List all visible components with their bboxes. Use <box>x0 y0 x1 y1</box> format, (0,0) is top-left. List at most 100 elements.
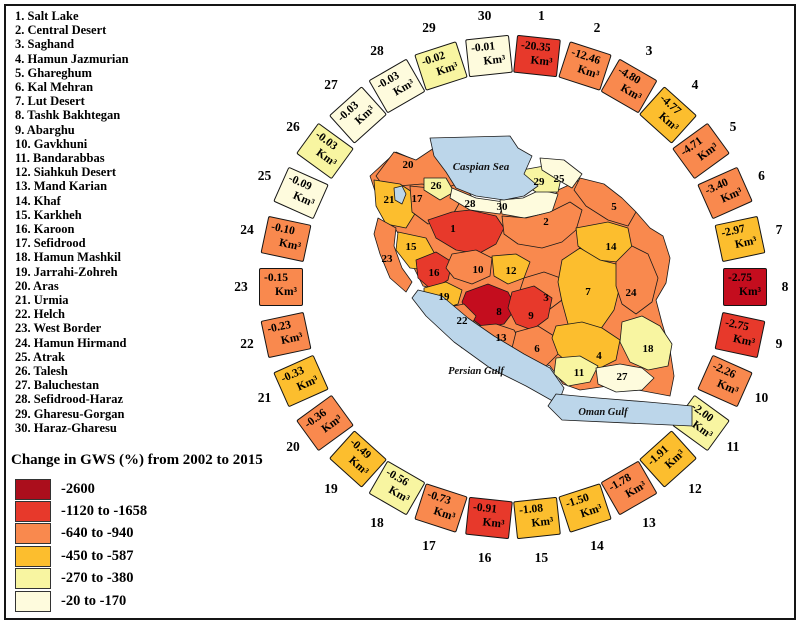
basin-list-item-8: 8. Tashk Bakhtegan <box>15 108 121 123</box>
legend-row-cream: -20 to -170 <box>11 590 263 612</box>
map-region-number-27: 27 <box>617 371 629 383</box>
ring-unit: Km³ <box>530 54 554 69</box>
map-region-number-11: 11 <box>574 367 584 379</box>
oman-gulf <box>547 393 693 427</box>
legend-swatch-red <box>15 501 51 523</box>
ring-unit: Km³ <box>739 285 761 298</box>
legend-rows: -2600 -1120 to -1658 -640 to -940 -450 to -… <box>11 478 263 612</box>
ring-number-label-27: 27 <box>324 76 338 92</box>
legend-swatch-amber <box>15 545 51 567</box>
map-region-5 <box>573 177 637 227</box>
basin-list-item-1: 1. Salt Lake <box>15 9 79 23</box>
ring-value-box-14: -1.50 Km³ <box>557 482 612 533</box>
basin-list-item-11: 11. Bandarabbas <box>15 151 105 166</box>
map-region-number-16: 16 <box>429 267 441 279</box>
ring-number-label-19: 19 <box>324 481 338 497</box>
map-region-number-26: 26 <box>431 180 443 192</box>
map-region-number-2: 2 <box>543 216 549 228</box>
legend-title: Change in GWS (%) from 2002 to 2015 <box>11 452 263 468</box>
basin-list-item-7: 7. Lut Desert <box>15 94 85 109</box>
map-region-18 <box>619 315 673 371</box>
legend-label: -270 to -380 <box>61 570 134 587</box>
map-region-number-18: 18 <box>643 343 655 355</box>
ring-number-label-8: 8 <box>781 279 789 294</box>
map-region-number-21: 21 <box>384 194 395 206</box>
map-region-number-7: 7 <box>585 286 591 298</box>
map-region-16 <box>415 251 453 291</box>
map-region-10 <box>445 249 493 285</box>
caspian-sea-label: Caspian Sea <box>453 161 510 173</box>
map-region-26 <box>423 177 455 201</box>
ring-value-box-15: -1.08 Km³ <box>513 496 562 539</box>
ring-number-label-26: 26 <box>286 119 300 135</box>
map-region-number-6: 6 <box>534 343 540 355</box>
basin-list-item-21: 21. Urmia <box>15 293 69 308</box>
ring-number-label-7: 7 <box>775 222 783 238</box>
basin-list-item-30: 30. Haraz-Gharesu <box>15 420 117 435</box>
map-region-21 <box>373 179 417 229</box>
map-region-number-22: 22 <box>457 315 469 327</box>
basin-list-item-2: 2. Central Desert <box>15 23 107 38</box>
ring-number-label-12: 12 <box>688 481 702 497</box>
basin-list-item-19: 19. Jarrahi-Zohreh <box>15 264 118 279</box>
ring-number-label-10: 10 <box>754 389 769 405</box>
oman-gulf-label: Oman Gulf <box>578 407 629 418</box>
map-region-number-23: 23 <box>382 253 394 265</box>
map-region-28 <box>449 187 505 215</box>
legend-swatch-orange <box>15 523 51 545</box>
ring-number-label-1: 1 <box>538 8 545 24</box>
ring-value-box-23: -0.15 Km³ <box>259 268 303 306</box>
ring-number-label-24: 24 <box>240 222 254 238</box>
map-region-number-5: 5 <box>611 201 617 213</box>
legend-row-darkred: -2600 <box>11 478 263 500</box>
map-region-number-10: 10 <box>473 264 485 276</box>
ring-number-label-14: 14 <box>590 537 604 553</box>
basin-list-item-15: 15. Karkheh <box>15 207 82 222</box>
map-region-number-1: 1 <box>450 223 456 235</box>
legend-swatch-cream <box>15 590 51 612</box>
ring-number-label-21: 21 <box>257 389 272 405</box>
ring-number-label-2: 2 <box>593 20 601 36</box>
basin-list-item-18: 18. Hamun Mashkil <box>15 250 121 265</box>
legend-label: -2600 <box>61 480 95 497</box>
map-region-1 <box>427 209 505 255</box>
ring-number-label-11: 11 <box>726 438 740 454</box>
map-region-number-19: 19 <box>439 291 451 303</box>
basin-list-item-29: 29. Gharesu-Gorgan <box>15 406 125 421</box>
map-region-number-17: 17 <box>412 193 424 205</box>
ring-value-box-6: -3.40 Km³ <box>697 166 753 219</box>
ring-value-box-16: -0.91 Km³ <box>464 496 513 539</box>
ring-value-box-29: -0.02 Km³ <box>414 41 469 92</box>
basin-list-item-24: 24. Hamun Hirmand <box>15 335 127 350</box>
basin-list-item-28: 28. Sefidrood-Haraz <box>15 392 124 407</box>
legend-swatch-darkred <box>15 478 51 500</box>
map-region-9 <box>507 285 553 331</box>
map-region-number-3: 3 <box>543 292 549 304</box>
ring-value-box-24: -0.10 Km³ <box>260 215 312 262</box>
map-region-number-12: 12 <box>506 265 518 277</box>
basin-list-item-25: 25. Atrak <box>15 349 65 364</box>
ring-number-label-25: 25 <box>257 168 272 184</box>
basin-list-item-6: 6. Kal Mehran <box>15 80 94 95</box>
ring-number-label-30: 30 <box>477 8 492 24</box>
legend-label: -1120 to -1658 <box>61 503 148 520</box>
legend-swatch-lightyellow <box>15 568 51 590</box>
map-region-number-13: 13 <box>496 332 508 344</box>
ring-number-label-13: 13 <box>642 514 656 530</box>
map-region-number-4: 4 <box>596 350 602 362</box>
ring-value-box-22: -0.23 Km³ <box>260 312 312 359</box>
map-region-number-29: 29 <box>534 176 546 188</box>
map-region-number-30: 30 <box>497 201 509 213</box>
map-region-30 <box>499 189 559 219</box>
ring-number-label-5: 5 <box>729 119 737 135</box>
map-region-number-9: 9 <box>528 310 534 322</box>
basin-list-item-16: 16. Karoon <box>15 222 75 237</box>
ring-value-box-10: -2.26 Km³ <box>697 355 753 408</box>
ring-number-label-29: 29 <box>422 20 436 36</box>
ring-number-label-16: 16 <box>477 549 492 565</box>
basin-list-item-10: 10. Gavkhuni <box>15 136 88 151</box>
ring-number-label-17: 17 <box>422 537 436 553</box>
map-region-number-28: 28 <box>465 198 477 210</box>
